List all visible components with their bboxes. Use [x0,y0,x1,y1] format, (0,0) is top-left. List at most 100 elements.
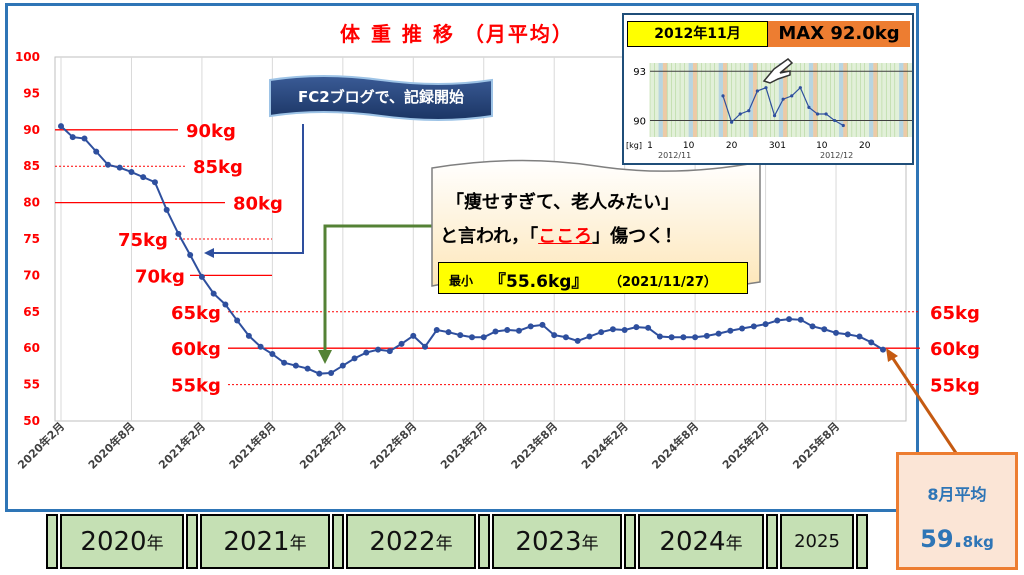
right-ref-label-65: 65kg [930,303,980,324]
weight-point [692,334,699,341]
year-2021: 2021 年 [200,514,330,569]
weight-point [645,324,652,331]
y-tick-label: 60 [23,341,40,355]
year-2022: 2022 年 [346,514,476,569]
weight-point [762,321,769,328]
inset-weekend-stripe [783,63,788,137]
weight-point [351,355,358,362]
monthly-average-value: 59.8kg [920,525,994,553]
inset-x-tick: 1 [780,141,786,151]
weight-point [398,340,405,347]
weight-point [292,362,299,369]
ref-label-90: 90kg [186,121,236,142]
weight-point [433,327,440,333]
x-tick-label: 2021年2月 [156,419,209,472]
inset-weekend-stripe [753,63,758,137]
weight-point [809,323,816,330]
ref-label-70: 70kg [135,266,185,287]
minimum-value: 『55.6kg』 [489,272,589,292]
x-tick-label: 2020年8月 [85,419,138,472]
weight-point [469,334,475,341]
y-tick-label: 95 [23,86,40,100]
weight-point [375,346,382,353]
inset-weekend-stripe [899,63,904,137]
weight-point [410,332,417,339]
year-2020: 2020 年 [60,514,184,569]
quote-line-2: と言われ，「こころ」傷つく！ [440,226,683,247]
inset-point [755,89,759,93]
weight-point [187,252,194,259]
inset-x-tick: 20 [726,141,738,151]
weight-point [457,332,464,339]
weight-point [609,326,616,333]
minimum-date: （2021/11/27） [609,275,717,290]
weight-point [727,327,734,334]
inset-y-tick: 90 [633,117,646,128]
weight-point [480,334,487,341]
weight-point [868,339,875,346]
weight-point [445,329,452,336]
inset-unit-label: [kg] [626,141,642,150]
year-2025: 2025 [780,514,854,569]
minimum-arrow [323,224,432,352]
inset-weekend-stripe [688,63,693,137]
inset-point [790,94,794,98]
y-tick-label: 70 [23,268,40,282]
y-tick-label: 100 [15,50,40,64]
y-tick-label: 85 [23,159,40,173]
inset-max-label: MAX 92.0kg [768,21,910,47]
inset-month-label-1: 2012/11 [658,151,691,160]
weight-point [844,331,851,338]
minimum-label: 最小 [449,274,474,288]
weight-point [175,230,182,237]
ref-label-55: 55kg [171,376,221,397]
weight-point [163,206,170,213]
inset-point [730,120,734,124]
ref-label-85: 85kg [193,157,243,178]
inset-weekend-stripe [903,63,908,137]
x-tick-label: 2024年2月 [578,419,631,472]
inset-point [747,109,751,113]
inset-y-tick: 93 [633,67,646,78]
inset-point [807,105,811,109]
x-tick-label: 2025年2月 [719,419,772,472]
weight-point [633,324,640,331]
weight-point [786,316,793,323]
weight-point [210,290,217,297]
x-tick-label: 2023年8月 [508,419,561,472]
ref-label-75: 75kg [118,230,168,251]
weight-point [574,337,581,344]
y-tick-label: 50 [23,414,40,428]
weight-point [140,174,147,181]
weight-point [339,362,346,369]
weight-point [245,332,252,339]
weight-point [492,328,499,335]
inset-weekend-stripe [658,63,663,137]
inset-point [781,97,785,101]
inset-x-tick: 1 [647,141,653,151]
y-tick-label: 65 [23,305,40,319]
weight-point [328,369,335,376]
inset-weekend-stripe [692,63,698,137]
weight-point [598,329,605,336]
blog-arrow [212,124,304,254]
inset-weekend-stripe [808,63,814,137]
weight-point [515,327,522,334]
weight-point [151,179,158,186]
blog-start-banner: FC2ブログで、記録開始 [262,72,500,124]
kokoro-word: こころ [538,226,593,247]
inset-point [798,86,802,90]
weight-point [363,349,370,356]
weight-point [128,169,135,176]
inset-date-label: 2012年11月 [627,21,768,47]
weight-point [316,370,323,377]
weight-point [774,317,781,324]
inset-x-tick: 30 [769,141,781,151]
weight-point [833,329,840,336]
x-tick-label: 2025年8月 [790,419,843,472]
year-bar: 2020 年 2021 年 2022 年 2023 年 2024 年 2025 [46,514,870,569]
weight-point [304,365,311,372]
weight-point [668,334,675,341]
inset-point [833,118,837,123]
pointing-hand-icon [762,58,794,84]
